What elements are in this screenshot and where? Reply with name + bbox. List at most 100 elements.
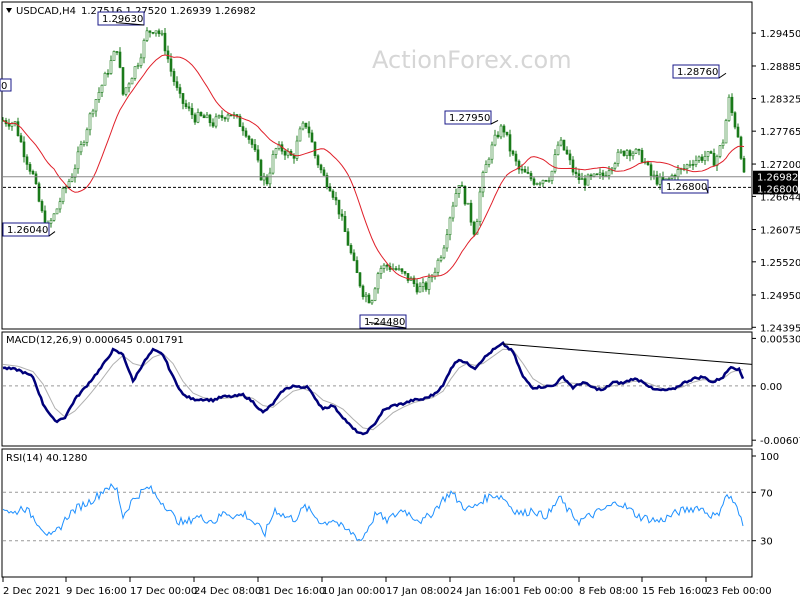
- candle-body: [121, 67, 125, 95]
- candle-body: [211, 122, 215, 127]
- candle-body: [349, 245, 353, 254]
- candle-body: [445, 234, 449, 249]
- candle-body: [274, 148, 278, 155]
- candle-body: [595, 173, 599, 176]
- candle-body: [376, 273, 380, 290]
- price-tick-label: 1.24395: [760, 323, 800, 334]
- price-annotation-text: 1.24480: [364, 317, 405, 328]
- candle-body: [325, 175, 329, 188]
- price-annotation-text: 1.28760: [677, 67, 718, 78]
- candle-body: [328, 186, 332, 192]
- left-edge-annotation-text: 0: [1, 81, 7, 92]
- candle-body: [562, 139, 566, 151]
- candle-body: [199, 112, 203, 116]
- candle-body: [169, 58, 173, 72]
- candle-body: [733, 112, 737, 128]
- price-tick-label: 1.28885: [760, 62, 800, 73]
- candle-body: [124, 87, 128, 95]
- candle-body: [646, 161, 650, 166]
- candle-body: [739, 136, 743, 159]
- macd-tick-label: 0.005307: [760, 334, 800, 345]
- candle-body: [118, 51, 122, 68]
- candle-body: [49, 219, 53, 224]
- candle-body: [136, 65, 140, 68]
- price-annotation-box: [2, 222, 50, 237]
- x-tick-label: 2 Dec 2021: [3, 586, 61, 597]
- candle-body: [253, 144, 257, 151]
- candle-body: [109, 60, 113, 74]
- candle-body: [532, 178, 536, 185]
- current-price-tag-text: 1.26982: [757, 173, 798, 184]
- candle-body: [589, 174, 593, 177]
- candle-body: [316, 155, 320, 166]
- candle-body: [634, 148, 638, 154]
- candle-body: [652, 174, 656, 177]
- candle-body: [307, 126, 311, 134]
- candle-body: [433, 271, 437, 277]
- price-tick-label: 1.25520: [760, 258, 800, 269]
- candle-body: [172, 71, 176, 82]
- candle-body: [313, 141, 317, 157]
- rsi-tick-label: 100: [760, 452, 779, 463]
- price-annotation-connector: [705, 187, 709, 194]
- candle-body: [697, 156, 701, 161]
- candle-body: [475, 221, 479, 235]
- price-plot: 1.26982 1.26800: [1, 27, 798, 305]
- candle-body: [688, 164, 692, 166]
- candle-body: [526, 171, 530, 174]
- watermark: ActionForex.com: [372, 46, 572, 74]
- candle-body: [628, 150, 632, 157]
- candle-body: [502, 125, 506, 133]
- price-annotations: 0 1.29630 1.26040 1.24480 1.27950 1.26800 1.28…: [0, 11, 727, 329]
- candle-body: [22, 141, 26, 158]
- price-annotation-text: 1.26040: [7, 225, 48, 236]
- price-annotation-connector: [490, 119, 499, 125]
- macd-tick-label: 0.00: [760, 382, 782, 393]
- candle-body: [451, 205, 455, 219]
- candle-body: [133, 66, 137, 79]
- price-annotation-connector: [48, 231, 56, 237]
- candle-body: [703, 156, 707, 161]
- candle-body: [469, 202, 473, 223]
- price-annotation: 1.26800: [661, 179, 709, 194]
- price-annotation: 1.24480: [359, 314, 407, 329]
- candle-body: [238, 115, 242, 127]
- candle-body: [346, 231, 350, 246]
- candle-body: [382, 264, 386, 269]
- candle-body: [160, 32, 164, 35]
- price-y-axis: 1.29450 1.28885 1.28325 1.27765 1.27200 1.266…: [752, 29, 800, 334]
- macd-title: MACD(12,26,9) 0.000645 0.001791: [6, 335, 184, 346]
- price-tick-label: 1.26075: [760, 226, 800, 237]
- candle-body: [487, 158, 491, 165]
- symbol-label: USDCAD,H4: [16, 6, 76, 17]
- candle-body: [55, 208, 59, 215]
- price-tick-label: 1.27200: [760, 160, 800, 171]
- candle-body: [52, 213, 56, 221]
- candle-body: [178, 87, 182, 94]
- candle-body: [127, 83, 131, 89]
- candle-body: [685, 164, 689, 170]
- candle-body: [700, 156, 704, 161]
- candle-body: [247, 135, 251, 140]
- x-tick-label: 10 Jan 00:00: [322, 586, 385, 597]
- price-annotation-box: [97, 11, 145, 26]
- candle-body: [370, 300, 374, 304]
- price-tick-label: 1.29450: [760, 29, 800, 40]
- candle-body: [742, 158, 746, 173]
- candle-body: [256, 149, 260, 161]
- candle-body: [415, 283, 419, 293]
- candle-body: [736, 126, 740, 138]
- x-tick-label: 17 Jan 08:00: [386, 586, 449, 597]
- rsi-title: RSI(14) 40.1280: [6, 453, 87, 464]
- candle-body: [421, 282, 425, 288]
- candle-body: [229, 114, 233, 117]
- candle-body: [58, 201, 62, 210]
- dropdown-triangle-icon[interactable]: [6, 8, 12, 13]
- candle-body: [538, 182, 542, 185]
- price-annotation-connector: [115, 22, 145, 26]
- candle-body: [217, 115, 221, 118]
- candle-body: [271, 154, 275, 174]
- candle-body: [520, 168, 524, 171]
